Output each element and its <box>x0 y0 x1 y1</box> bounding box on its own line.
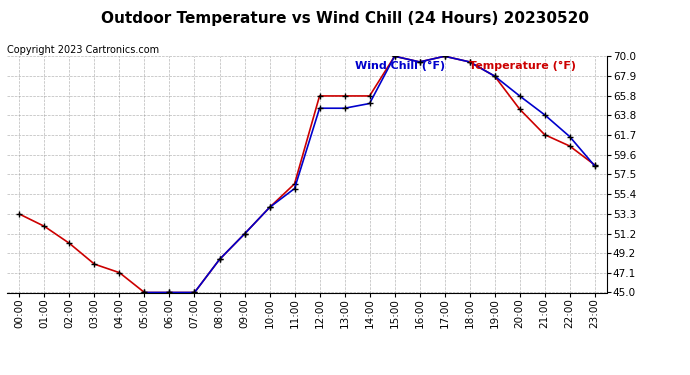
Text: Copyright 2023 Cartronics.com: Copyright 2023 Cartronics.com <box>7 45 159 55</box>
Text: Outdoor Temperature vs Wind Chill (24 Hours) 20230520: Outdoor Temperature vs Wind Chill (24 Ho… <box>101 11 589 26</box>
Text: Wind Chill (°F): Wind Chill (°F) <box>355 61 445 71</box>
Text: Temperature (°F): Temperature (°F) <box>469 61 576 71</box>
